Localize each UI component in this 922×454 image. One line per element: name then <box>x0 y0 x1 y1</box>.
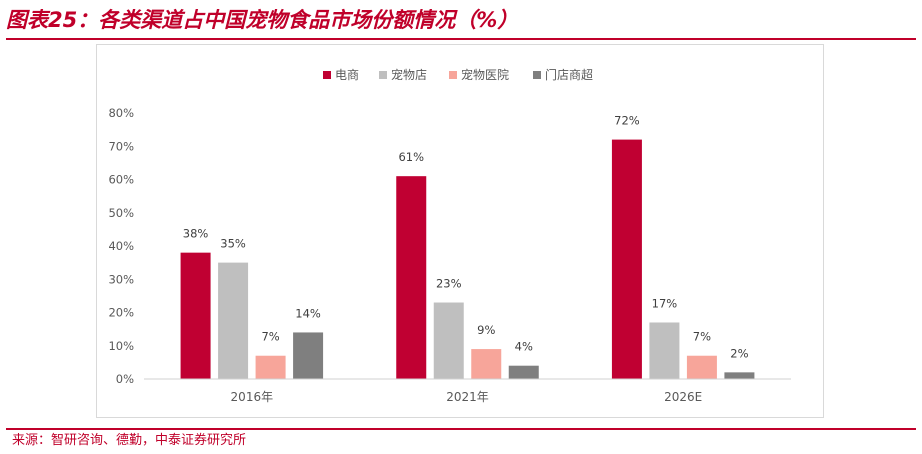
data-label: 72% <box>614 114 640 128</box>
data-label: 14% <box>295 306 321 320</box>
legend-label: 电商 <box>335 67 359 82</box>
legend-label: 宠物医院 <box>461 67 509 82</box>
data-label: 7% <box>693 330 711 344</box>
y-tick-label: 50% <box>108 206 134 220</box>
y-axis: 0% 10% 20% 30% 40% 50% 60% 70% 80% <box>108 106 134 386</box>
y-tick-label: 20% <box>108 306 134 320</box>
chart-frame: 电商 宠物店 宠物医院 门店商超 0% 10% 20% 30% 40% 50% 60% 70% 80%… <box>96 44 824 418</box>
y-tick-label: 0% <box>116 372 134 386</box>
data-label: 7% <box>261 330 279 344</box>
y-tick-label: 70% <box>108 139 134 153</box>
x-tick-label: 2016年 <box>231 390 274 404</box>
bar <box>433 302 464 379</box>
data-label: 9% <box>477 323 495 337</box>
bar <box>508 365 539 379</box>
legend-swatch <box>323 71 331 79</box>
data-label: 2% <box>730 346 748 360</box>
legend-swatch <box>533 71 541 79</box>
bar-chart: 电商 宠物店 宠物医院 门店商超 0% 10% 20% 30% 40% 50% 60% 70% 80%… <box>108 67 791 404</box>
bar <box>255 355 286 379</box>
x-axis: 2016年 2021年 2026E <box>144 378 791 404</box>
source-note: 来源：智研咨询、德勤，中泰证券研究所 <box>12 433 247 448</box>
x-tick-label: 2021年 <box>446 390 489 404</box>
bars: 38% 35% 7% 14% 61% 23% 9% 4% 72% 17% 7% 2% <box>180 114 755 379</box>
bar <box>293 332 324 379</box>
bar <box>218 262 249 379</box>
y-tick-label: 10% <box>108 339 134 353</box>
figure-title: 图表25：各类渠道占中国宠物食品市场份额情况（%） <box>6 8 519 32</box>
bar <box>180 252 211 379</box>
data-label: 4% <box>515 340 533 354</box>
title-rule <box>6 38 916 40</box>
x-tick-label: 2026E <box>664 390 702 404</box>
bar <box>396 176 427 379</box>
data-label: 35% <box>220 237 246 251</box>
legend: 电商 宠物店 宠物医院 门店商超 <box>323 67 593 82</box>
y-tick-label: 80% <box>108 106 134 120</box>
y-tick-label: 30% <box>108 272 134 286</box>
bar <box>611 139 642 379</box>
legend-swatch <box>449 71 457 79</box>
y-tick-label: 60% <box>108 173 134 187</box>
data-label: 17% <box>652 296 678 310</box>
bar <box>724 372 755 379</box>
y-tick-label: 40% <box>108 239 134 253</box>
data-label: 38% <box>183 227 209 241</box>
source-rule <box>6 428 916 430</box>
bar <box>686 355 717 379</box>
data-label: 61% <box>398 150 424 164</box>
legend-swatch <box>379 71 387 79</box>
legend-label: 宠物店 <box>391 67 427 82</box>
data-label: 23% <box>436 277 462 291</box>
bar <box>649 322 680 379</box>
bar <box>471 349 502 379</box>
legend-label: 门店商超 <box>545 67 593 82</box>
